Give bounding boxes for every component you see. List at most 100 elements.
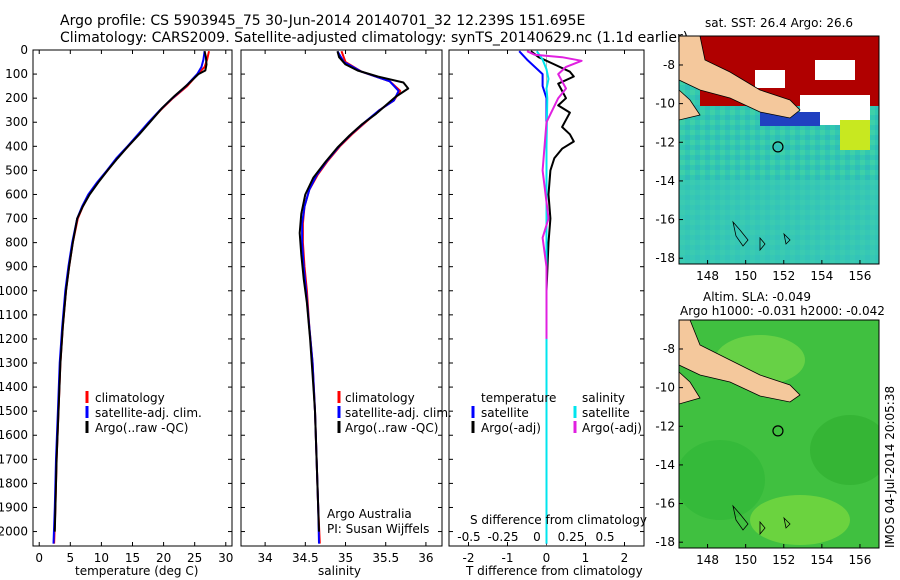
series-line-t-argo-adj- bbox=[530, 50, 575, 532]
legend-satellite-label: satellite-adj. clim. bbox=[345, 406, 452, 420]
legend-t-satellite-label: satellite bbox=[481, 406, 529, 420]
y-tick-label: 300 bbox=[5, 115, 28, 129]
sla-blob bbox=[750, 495, 850, 545]
series-line-argo-raw-qc- bbox=[53, 50, 208, 532]
top-tick-label: -0.25 bbox=[487, 530, 518, 544]
map-x-tick-label: 156 bbox=[848, 553, 871, 567]
legend-argo-label: Argo(..raw -QC) bbox=[95, 421, 188, 435]
legend-t-argo-label: Argo(-adj) bbox=[481, 421, 541, 435]
series-line-climatology bbox=[53, 50, 210, 544]
map-y-tick-label: -10 bbox=[655, 381, 675, 395]
salinity-plot-frame bbox=[240, 49, 443, 547]
x-tick-label: 34.5 bbox=[292, 551, 319, 565]
sla-land-new-guinea bbox=[679, 320, 801, 403]
y-tick-label: 1600 bbox=[0, 428, 28, 442]
difference-legend: temperature satellite Argo(-adj) salinit… bbox=[471, 391, 642, 435]
map-x-tick-label: 154 bbox=[810, 553, 833, 567]
map-x-tick-label: 150 bbox=[734, 553, 757, 567]
y-tick-label: 1300 bbox=[0, 356, 28, 370]
y-tick-label: 600 bbox=[5, 187, 28, 201]
sla-land-west bbox=[679, 371, 701, 405]
x-tick-label: 20 bbox=[156, 551, 171, 565]
y-tick-label: 1000 bbox=[0, 284, 28, 298]
x-tick-label: 34 bbox=[257, 551, 272, 565]
series-line-t-satellite bbox=[518, 50, 548, 544]
map-y-tick-label: -8 bbox=[663, 342, 675, 356]
sst-cloud-gap bbox=[815, 60, 855, 80]
legend-climatology-label: climatology bbox=[345, 391, 415, 405]
sst-yellow-patch bbox=[840, 120, 870, 150]
y-tick-label: 700 bbox=[5, 212, 28, 226]
y-tick-label: 1500 bbox=[0, 404, 28, 418]
sla-blob bbox=[810, 415, 879, 485]
series-line-satellite-adj-clim- bbox=[52, 51, 206, 544]
series-line-argo-raw-qc- bbox=[298, 50, 410, 532]
map-x-tick-label: 154 bbox=[810, 269, 833, 283]
salinity-axis-label: salinity bbox=[318, 564, 361, 578]
sla-map-title-2: Argo h1000: -0.031 h2000: -0.042 bbox=[680, 304, 885, 318]
sst-land-west bbox=[679, 89, 701, 121]
map-y-tick-label: -16 bbox=[655, 497, 675, 511]
imos-timestamp: IMOS 04-Jul-2014 20:05:38 bbox=[883, 386, 897, 548]
x-tick-label: 5 bbox=[66, 551, 74, 565]
sla-map-frame bbox=[678, 319, 880, 549]
legend-argo-label: Argo(..raw -QC) bbox=[345, 421, 438, 435]
map-x-tick-label: 156 bbox=[848, 269, 871, 283]
x-tick-label: 0 bbox=[543, 551, 551, 565]
legend-temperature-title: temperature bbox=[481, 391, 556, 405]
sst-map: 148 150 152 154 156 -8 -10 -12 -14 -16 -18 bbox=[655, 35, 880, 283]
map-x-tick-label: 150 bbox=[734, 269, 757, 283]
legend-s-argo-label: Argo(-adj) bbox=[582, 421, 642, 435]
top-tick-label: 0 bbox=[533, 530, 541, 544]
temperature-legend: climatology satellite-adj. clim. Argo(..… bbox=[85, 391, 202, 435]
x-tick-label: 15 bbox=[125, 551, 140, 565]
temperature-plot-frame bbox=[32, 49, 233, 547]
x-tick-label: 36 bbox=[418, 551, 433, 565]
x-tick-label: 10 bbox=[94, 551, 109, 565]
legend-climatology-label: climatology bbox=[95, 391, 165, 405]
legend-s-satellite-label: satellite bbox=[582, 406, 630, 420]
temperature-plot: 0100200300400500600700800900100011001200… bbox=[0, 43, 233, 565]
map-y-tick-label: -12 bbox=[655, 419, 675, 433]
sla-map: 148 150 152 154 156 -8 -10 -12 -14 -16 -18 bbox=[655, 319, 880, 567]
legend-salinity-title: salinity bbox=[582, 391, 625, 405]
t-difference-axis-label: T difference from climatology bbox=[465, 564, 643, 578]
sst-land-new-guinea bbox=[679, 36, 801, 119]
legend-satellite-label: satellite-adj. clim. bbox=[95, 406, 202, 420]
argo-location-marker bbox=[772, 425, 784, 437]
sst-cloud-gap bbox=[755, 70, 785, 88]
title-line-2: Climatology: CARS2009. Satellite-adjuste… bbox=[60, 30, 688, 46]
x-tick-label: -2 bbox=[463, 551, 475, 565]
y-tick-label: 900 bbox=[5, 260, 28, 274]
sst-map-title: sat. SST: 26.4 Argo: 26.6 bbox=[705, 16, 853, 30]
top-tick-label: -0.5 bbox=[457, 530, 480, 544]
sst-islands bbox=[732, 220, 791, 252]
sst-map-frame bbox=[678, 35, 880, 265]
map-y-tick-label: -18 bbox=[655, 535, 675, 549]
map-y-tick-label: -14 bbox=[655, 174, 675, 188]
x-tick-label: 0 bbox=[35, 551, 43, 565]
sst-ocean-south bbox=[679, 180, 879, 264]
top-tick-label: 0.5 bbox=[595, 530, 614, 544]
y-tick-label: 1200 bbox=[0, 332, 28, 346]
map-y-tick-label: -8 bbox=[663, 58, 675, 72]
annotation-institution: Argo Australia bbox=[327, 507, 412, 521]
x-tick-label: 25 bbox=[187, 551, 202, 565]
x-tick-label: 35 bbox=[338, 551, 353, 565]
salinity-plot: 34 34.5 35 35.5 36 bbox=[241, 49, 442, 565]
y-tick-label: 1800 bbox=[0, 476, 28, 490]
sla-islands bbox=[732, 504, 791, 536]
x-tick-label: 1 bbox=[582, 551, 590, 565]
map-x-tick-label: 148 bbox=[696, 269, 719, 283]
map-x-tick-label: 148 bbox=[696, 553, 719, 567]
x-tick-label: 35.5 bbox=[372, 551, 399, 565]
y-tick-label: 400 bbox=[5, 139, 28, 153]
sla-map-title-1: Altim. SLA: -0.049 bbox=[703, 290, 811, 304]
y-tick-label: 500 bbox=[5, 163, 28, 177]
top-tick-label: 0.25 bbox=[558, 530, 585, 544]
x-tick-label: -1 bbox=[502, 551, 514, 565]
y-tick-label: 200 bbox=[5, 91, 28, 105]
salinity-legend: climatology satellite-adj. clim. Argo(..… bbox=[337, 391, 452, 435]
series-line-s-argo-adj- bbox=[526, 50, 583, 339]
